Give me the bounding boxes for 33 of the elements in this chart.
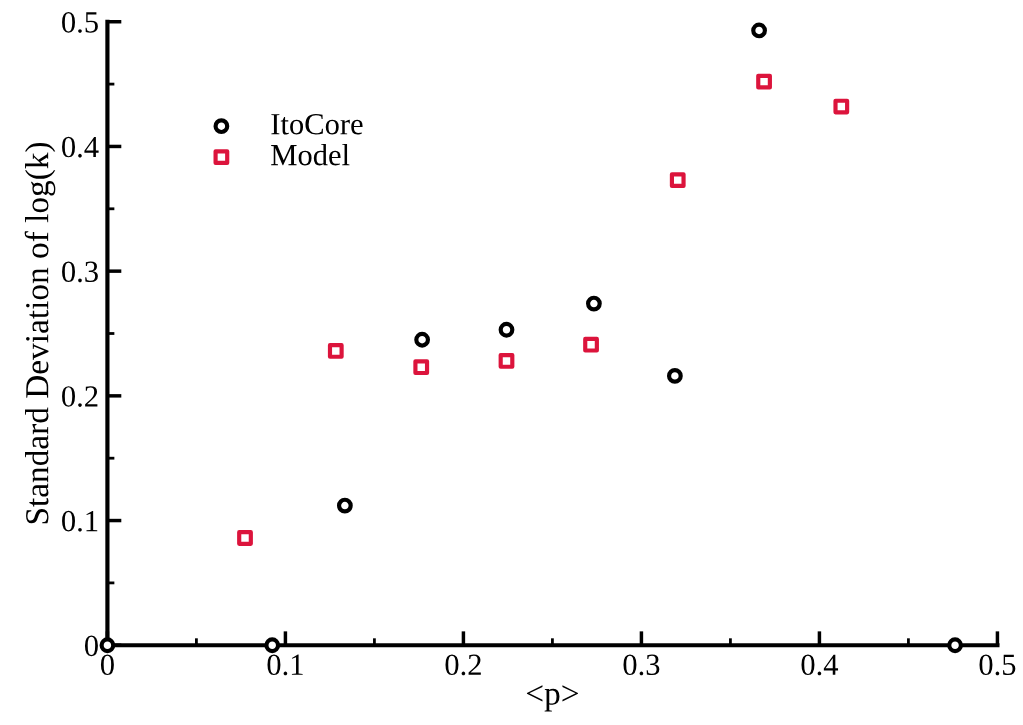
y-tick-label: 0: [84, 635, 98, 657]
legend-label: ItoCore: [271, 113, 363, 135]
point: [833, 98, 850, 115]
y-axis-title: Standard Deviation of log(k): [24, 142, 56, 524]
legend-label: Model: [271, 143, 350, 166]
point: [583, 336, 599, 353]
y-tick-label: 0.4: [62, 136, 99, 158]
point: [585, 295, 602, 312]
y-tick-label: 0.3: [62, 261, 98, 283]
y-tick-label: 0.5: [62, 12, 98, 33]
point: [413, 359, 430, 376]
point: [669, 172, 686, 189]
point: [947, 637, 963, 654]
x-axis-title: <p>: [526, 685, 578, 712]
point: [751, 22, 767, 39]
x-tick-label: 0.1: [267, 654, 303, 676]
x-tick-label: 0.4: [801, 654, 839, 676]
x-tick-label: 0: [100, 654, 114, 676]
y-tick-label: 0.1: [62, 510, 98, 532]
point: [414, 331, 431, 348]
point: [327, 343, 344, 359]
y-tick-label: 0.2: [62, 386, 98, 407]
point: [498, 353, 515, 369]
x-tick-label: 0.2: [445, 654, 481, 676]
point: [666, 368, 683, 384]
x-tick-label: 0.5: [979, 654, 1016, 676]
x-tick-label: 0.3: [623, 654, 660, 676]
point: [756, 73, 772, 90]
point: [498, 321, 515, 338]
point: [264, 637, 281, 654]
point: [237, 530, 253, 546]
point: [336, 497, 353, 514]
point: [99, 637, 116, 654]
